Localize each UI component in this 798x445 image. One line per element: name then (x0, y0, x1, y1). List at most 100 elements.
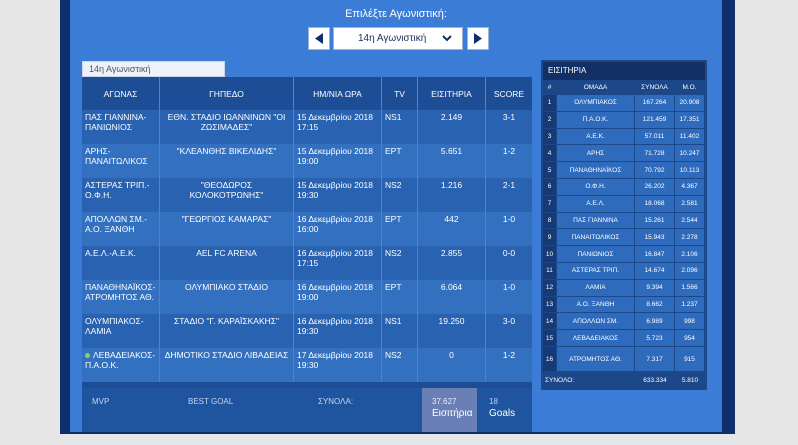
date: 15 Δεκεμβρίου 2018 (297, 112, 374, 122)
team: ΠΑΝΙΩΝΙΟΣ (557, 246, 635, 263)
stadium-cell: ΟΛΥΜΠΙΑΚΟ ΣΤΑΔΙΟ (160, 280, 294, 314)
team: Α.Ε.Λ. (557, 195, 635, 213)
total: 14.674 (635, 263, 675, 280)
chevron (442, 35, 452, 42)
column-header: ΗΜ/ΝΙΑ ΩΡΑ (294, 77, 382, 110)
attendance-row: 3 Α.Ε.Κ. 57.011 11.402 (543, 128, 705, 146)
team: ΛΑΜΙΑ (557, 279, 635, 297)
datetime-cell: 16 Δεκεμβρίου 2018 17:15 (294, 246, 382, 280)
tv-cell: ΕΡΤ (382, 144, 418, 178)
stadium-cell: "ΚΛΕΑΝΘΗΣ ΒΙΚΕΛΙΔΗΣ" (160, 144, 294, 178)
attendance-table: ΕΙΣΙΤΗΡΙΑ # ΟΜΑΔΑ ΣΥΝΟΛΑ Μ.Ο. 1 ΟΛΥΜΠΙΑΚΟΣ 167.… (541, 60, 707, 390)
average: 2.581 (675, 195, 705, 213)
tv-cell: NS1 (382, 110, 418, 144)
average: 10.113 (675, 162, 705, 179)
score-cell: 1-0 (502, 282, 516, 292)
tickets-cell: 0 (418, 348, 486, 382)
average: 20.908 (675, 95, 705, 112)
total: 7.317 (635, 347, 675, 372)
tv-cell: NS2 (382, 348, 418, 382)
next-button[interactable] (467, 27, 489, 50)
prev-button[interactable] (308, 27, 330, 50)
team: ΛΕΒΑΔΕΙΑΚΟΣ (557, 330, 635, 347)
datetime-cell: 16 Δεκεμβρίου 2018 19:00 (294, 280, 382, 314)
attendance-row: 4 ΑΡΗΣ 71.728 10.247 (543, 145, 705, 163)
rank: 9 (543, 229, 557, 247)
average: 1.566 (675, 279, 705, 297)
column-header: ΣΥΝΟΛΑ (635, 80, 675, 95)
average: 1.237 (675, 296, 705, 314)
average: 4.367 (675, 179, 705, 196)
match-cell: ΑΠΟΛΛΩΝ ΣΜ.-Α.Ο. ΞΑΝΘΗ (82, 212, 160, 246)
tickets-cell: 2.149 (418, 110, 486, 144)
attendance-row: 6 Ο.Φ.Η. 26.202 4.367 (543, 179, 705, 196)
rank: 16 (543, 347, 557, 372)
tv-cell: ΕΡΤ (382, 280, 418, 314)
tickets-cell: 2.855 (418, 246, 486, 280)
date: 16 Δεκεμβρίου 2018 (297, 214, 374, 224)
team: ΑΠΟΛΛΩΝ ΣΜ. (557, 313, 635, 331)
total: 70.792 (635, 162, 675, 179)
team: ΟΛΥΜΠΙΑΚΟΣ (557, 95, 635, 112)
team: ΑΣΤΕΡΑΣ ΤΡΙΠ. (557, 263, 635, 280)
header-row: ΑΓΩΝΑΣ ΓΗΠΕΔΟ ΗΜ/ΝΙΑ ΩΡΑ TV ΕΙΣΙΤΗΡΙΑ SCORE (82, 77, 532, 110)
tab[interactable]: 14η Αγωνιστική (82, 61, 225, 77)
rank: 8 (543, 212, 557, 230)
rank: 1 (543, 95, 557, 112)
total: 6.989 (635, 313, 675, 331)
match-row: ΟΛΥΜΠΙΑΚΟΣ-ΛΑΜΙΑ ΣΤΑΔΙΟ "Γ. ΚΑΡΑΪΣΚΑΚΗΣ" 1… (82, 314, 532, 348)
datetime-cell: 15 Δεκεμβρίου 2018 17:15 (294, 110, 382, 144)
time: 19:30 (297, 190, 319, 200)
match-row: ΠΑΝΑΘΗΝΑΪΚΟΣ-ΑΤΡΟΜΗΤΟΣ ΑΘ. ΟΛΥΜΠΙΑΚΟ ΣΤΑΔ… (82, 280, 532, 314)
date: 15 Δεκεμβρίου 2018 (297, 146, 374, 156)
team: ΑΡΗΣ (557, 145, 635, 163)
average: 2.544 (675, 212, 705, 230)
match-cell: ΠΑΣ ΓΙΑΝΝΙΝΑ-ΠΑΝΙΩΝΙΟΣ (82, 110, 160, 144)
live-dot (85, 353, 90, 359)
time: 16:00 (297, 224, 319, 234)
attendance-row: 11 ΑΣΤΕΡΑΣ ΤΡΙΠ. 14.674 2.096 (543, 263, 705, 280)
rank: 7 (543, 195, 557, 213)
date: 16 Δεκεμβρίου 2018 (297, 248, 374, 258)
attendance-row: 8 ΠΑΣ ΓΙΑΝΝΙΝΑ 15.261 2.544 (543, 212, 705, 230)
score-cell: 3-0 (502, 316, 516, 326)
total: 15.261 (635, 212, 675, 230)
rank: 10 (543, 246, 557, 263)
tickets-cell: 1.216 (418, 178, 486, 212)
tv-cell: NS1 (382, 314, 418, 348)
match-cell: ΟΛΥΜΠΙΑΚΟΣ-ΛΑΜΙΑ (82, 314, 160, 348)
column-header: ΟΜΑΔΑ (557, 80, 635, 95)
attendance-row: 12 ΛΑΜΙΑ 9.394 1.566 (543, 279, 705, 297)
datetime-cell: 16 Δεκεμβρίου 2018 19:30 (294, 314, 382, 348)
column-header: TV (382, 77, 418, 110)
rank: 6 (543, 179, 557, 196)
time: 17:15 (297, 122, 319, 132)
date: 17 Δεκεμβρίου 2018 (297, 350, 374, 360)
panel: Επιλέξτε Αγωνιστική: 14η Αγωνιστική 14η … (70, 0, 722, 432)
time: 19:30 (297, 326, 319, 336)
total: 16.847 (635, 246, 675, 263)
score-cell: 2-1 (502, 180, 516, 190)
time: 19:00 (297, 292, 319, 302)
match-cell: ΠΑΝΑΘΗΝΑΪΚΟΣ-ΑΤΡΟΜΗΤΟΣ ΑΘ. (82, 280, 160, 314)
next-icon (474, 33, 482, 44)
team: Ο.Φ.Η. (557, 179, 635, 196)
total-label: ΣΥΝΟΛΟ: (545, 376, 575, 384)
team: Α.Ο. ΞΑΝΘΗ (557, 296, 635, 314)
match-row: ΑΣΤΕΡΑΣ ΤΡΙΠ.-Ο.Φ.Η. "ΘΕΟΔΩΡΟΣ ΚΟΛΟΚΟΤΡΩΝ… (82, 178, 532, 212)
round-dropdown[interactable]: 14η Αγωνιστική (333, 27, 463, 50)
column-header: ΓΗΠΕΔΟ (160, 77, 294, 110)
total-average: 5.810 (681, 376, 699, 384)
total: 167.264 (635, 95, 675, 112)
round-label: 14η Αγωνιστική (358, 33, 427, 44)
column-header: # (543, 80, 557, 95)
attendance-title: ΕΙΣΙΤΗΡΙΑ (543, 62, 705, 80)
score-cell: 1-2 (502, 350, 516, 360)
matches-table: ΑΓΩΝΑΣ ΓΗΠΕΔΟ ΗΜ/ΝΙΑ ΩΡΑ TV ΕΙΣΙΤΗΡΙΑ SCORE ΠΑ… (82, 77, 532, 432)
tv-cell: NS2 (382, 178, 418, 212)
attendance-row: 2 Π.Α.Ο.Κ. 121.459 17.351 (543, 111, 705, 129)
rank: 15 (543, 330, 557, 347)
score-cell: 0-0 (502, 248, 516, 258)
total: 26.202 (635, 179, 675, 196)
